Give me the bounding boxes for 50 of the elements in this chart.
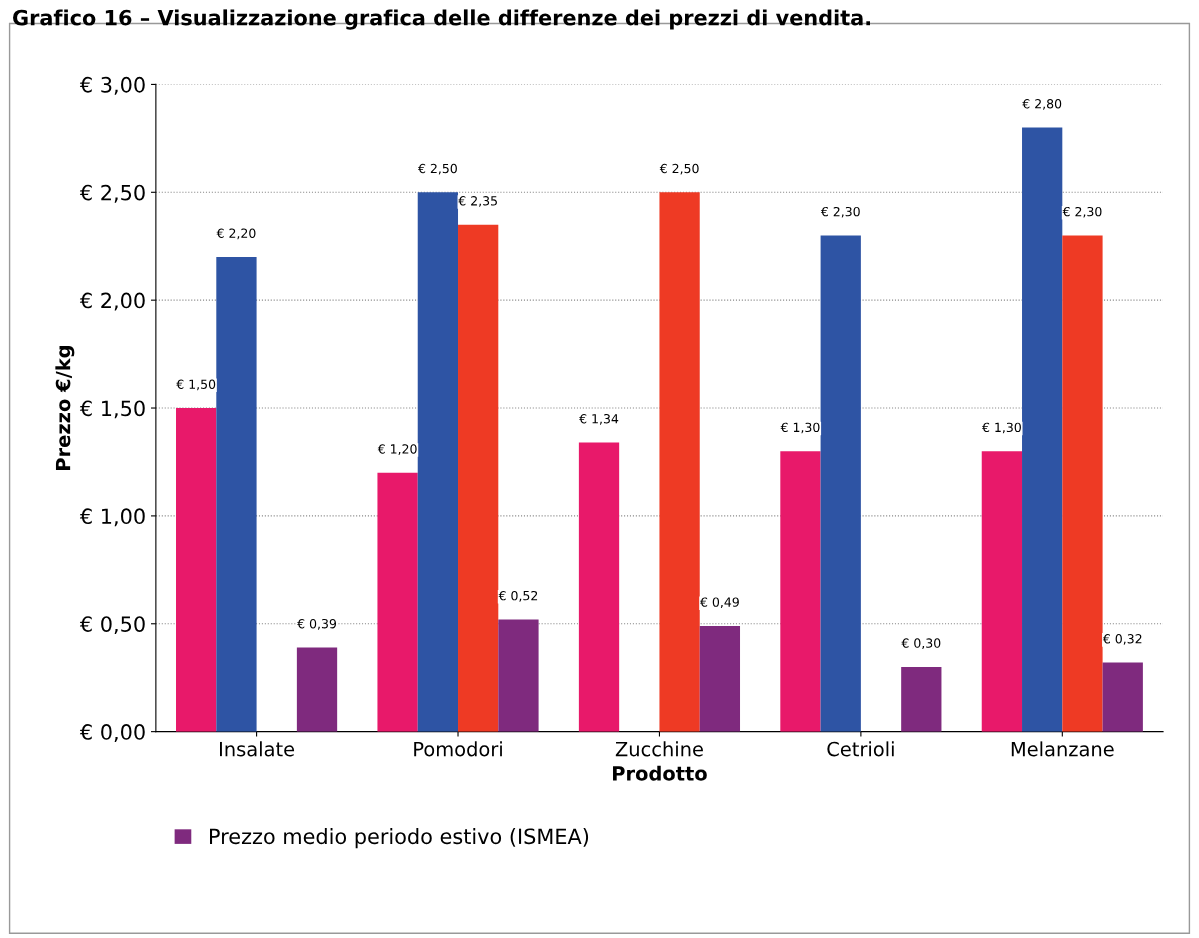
data-label: € 2,80 — [1022, 99, 1062, 110]
data-label: € 0,39 — [297, 618, 337, 630]
data-label: € 2,30 — [1062, 206, 1102, 218]
bar — [417, 192, 459, 732]
bar — [659, 192, 700, 732]
bar — [377, 472, 418, 732]
x-tick-label: Pomodori — [414, 741, 502, 757]
data-label: € 2,50 — [418, 163, 457, 175]
data-label: € 1,34 — [579, 414, 619, 425]
bar — [176, 408, 217, 732]
bar — [216, 257, 257, 732]
x-tick-label: Insalate — [219, 741, 295, 757]
data-label: € 0,32 — [1102, 634, 1142, 645]
bar — [458, 224, 499, 732]
bar — [296, 647, 338, 732]
x-axis-title: Prodotto — [613, 765, 707, 781]
y-tick-label: € 1,00 — [79, 508, 145, 527]
bar — [820, 235, 861, 732]
data-label: € 2,30 — [820, 206, 860, 218]
data-label: € 2,20 — [216, 228, 256, 240]
y-tick-label: € 0,50 — [79, 616, 145, 635]
bar — [901, 666, 942, 732]
bar — [578, 442, 620, 732]
y-tick-label: € 2,50 — [79, 184, 145, 203]
x-tick-label: Cetrioli — [827, 741, 894, 757]
bar — [981, 451, 1023, 732]
data-label: € 1,30 — [982, 422, 1021, 434]
data-label: € 0,49 — [700, 597, 739, 609]
bar — [1022, 127, 1063, 732]
y-axis-title: Prezzo €/kg — [55, 346, 75, 470]
data-label: € 1,20 — [377, 444, 417, 455]
x-tick-label: Melanzane — [1011, 741, 1114, 757]
x-tick-label: Zucchine — [615, 741, 703, 757]
data-label: € 2,35 — [458, 196, 497, 207]
bar — [1102, 662, 1143, 732]
data-label: € 1,30 — [780, 422, 820, 434]
data-label: € 0,52 — [498, 590, 538, 602]
y-tick-label: € 2,00 — [79, 292, 145, 311]
y-tick-label: € 1,50 — [79, 400, 145, 419]
bar — [498, 619, 539, 732]
data-label: € 2,50 — [659, 163, 699, 175]
y-tick-label: € 3,00 — [79, 76, 145, 95]
bar — [780, 451, 821, 732]
data-label: € 1,50 — [176, 379, 216, 391]
chart-title: Grafico 16 – Visualizzazione grafica delle differenze dei prezzi di vendita. — [13, 9, 871, 30]
bar — [1062, 235, 1103, 732]
legend-label: Prezzo medio periodo estivo (ISMEA) — [210, 828, 589, 849]
bar — [699, 625, 741, 732]
y-tick-label: € 0,00 — [79, 724, 145, 742]
data-label: € 0,30 — [901, 638, 941, 650]
